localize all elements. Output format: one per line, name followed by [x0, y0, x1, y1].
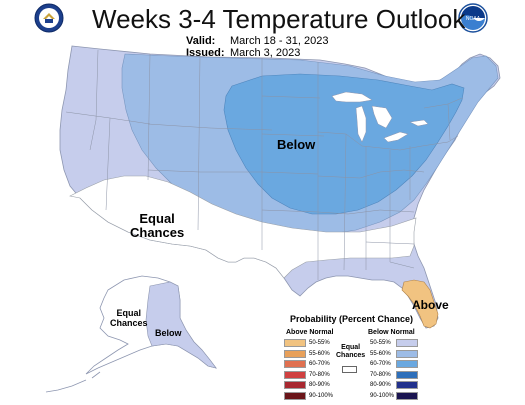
legend-above-item-label: 90-100%	[309, 392, 334, 399]
legend-above-item-label: 80-90%	[309, 382, 330, 388]
valid-value: March 18 - 31, 2023	[230, 35, 329, 47]
legend-below-item-label: 70-80%	[370, 371, 391, 378]
conus-below-60-70-region	[223, 73, 465, 215]
legend-above-item-swatch	[284, 391, 306, 400]
legend-above-header: Above Normal	[286, 329, 334, 336]
legend-above-item-label: 70-80%	[309, 371, 330, 378]
label-equal-west: Equal Chances	[130, 211, 185, 241]
lake-ontario	[409, 119, 429, 127]
legend-below-item-swatch	[396, 370, 418, 379]
lake-superior	[331, 91, 373, 103]
legend-below-item-label: 60-70%	[370, 361, 391, 367]
legend-below-item-swatch	[396, 360, 418, 368]
legend-below-item-swatch	[396, 381, 418, 389]
label-alaska-equal-line2: Chances	[110, 317, 148, 328]
lake-michigan	[355, 105, 367, 143]
date-block: Valid: March 18 - 31, 2023 Issued: March 3…	[186, 35, 328, 59]
legend-below-item-label: 80-90%	[370, 382, 391, 388]
legend-below-item-label: 50-55%	[370, 340, 391, 346]
lake-erie	[383, 131, 409, 143]
state-boundaries	[65, 49, 463, 280]
legend-equal-label: Equal Chances	[336, 344, 365, 359]
label-alaska-below: Below	[155, 328, 182, 338]
legend-below-item-swatch	[396, 391, 418, 400]
legend-above-item-label: 50-55%	[309, 340, 330, 346]
commerce-seal-logo	[34, 3, 64, 33]
legend-equal-swatch	[342, 366, 357, 373]
page-title: Weeks 3-4 Temperature Outlook	[92, 4, 466, 34]
label-above-florida: Above	[412, 298, 449, 312]
legend-below-item-label: 90-100%	[370, 392, 395, 399]
conus-equal-chances-region	[69, 175, 417, 279]
legend-above-item-swatch	[284, 360, 306, 368]
lake-huron	[371, 105, 393, 129]
legend-below-item-swatch	[396, 349, 418, 358]
legend-below-item-label: 55-60%	[370, 350, 391, 357]
noaa-logo: NOAA	[458, 3, 488, 33]
noaa-logo-text: NOAA	[466, 16, 481, 22]
legend-above-item-label: 55-60%	[309, 350, 330, 357]
alaska-islands	[45, 371, 101, 393]
legend-above-item-swatch	[284, 370, 306, 379]
label-alaska-equal-line1: Equal	[116, 308, 142, 318]
issued-value: March 3, 2023	[230, 47, 301, 59]
legend-above-item-swatch	[284, 349, 306, 358]
legend-title: Probability (Percent Chance)	[290, 314, 414, 324]
label-equal-west-line2: Chances	[130, 225, 185, 241]
legend-equal-line1: Equal	[341, 344, 361, 351]
label-alaska-equal: Equal Chances	[110, 308, 148, 329]
florida-above-region	[401, 279, 439, 329]
label-equal-west-line1: Equal	[139, 211, 175, 226]
legend-equal-line2: Chances	[336, 351, 366, 359]
valid-label: Valid:	[186, 35, 216, 47]
label-below-main: Below	[277, 137, 316, 152]
legend-above-item-swatch	[284, 339, 306, 347]
legend-above-item-swatch	[284, 381, 306, 389]
legend-above-item-label: 60-70%	[309, 361, 330, 367]
legend-below-header: Below Normal	[368, 329, 415, 336]
alaska-below-50-55-region	[145, 281, 217, 369]
legend-below-item-swatch	[396, 339, 418, 347]
